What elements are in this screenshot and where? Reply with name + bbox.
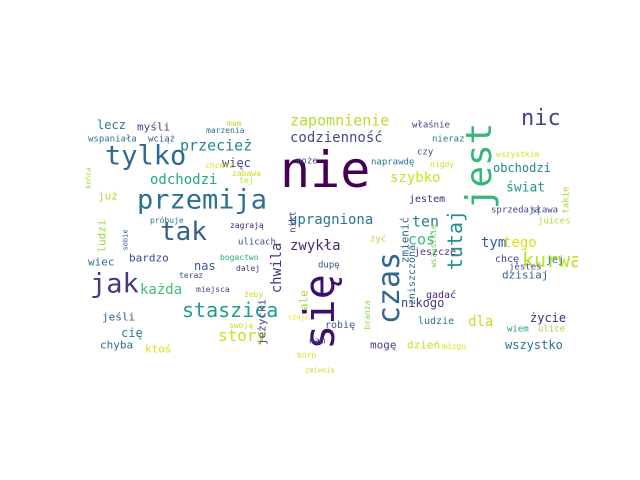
word: dzień	[407, 338, 441, 352]
word: życie	[530, 311, 567, 325]
word: wspaniała	[88, 134, 137, 145]
word: wszystko	[505, 338, 563, 352]
word: tego	[503, 235, 537, 251]
word: chwila	[269, 242, 285, 294]
word: myśli	[137, 120, 171, 134]
word: może	[296, 156, 318, 167]
word: ulicach	[238, 237, 276, 248]
word: każda	[140, 282, 183, 298]
word: tylko	[105, 140, 187, 172]
word: dupę	[318, 260, 340, 271]
word: nieraz	[432, 134, 465, 145]
word: zwykła	[290, 238, 341, 254]
word: sprzedają	[491, 205, 540, 216]
word: nic	[521, 106, 561, 131]
word: tak	[160, 217, 207, 247]
word: ulice	[538, 324, 566, 335]
word: żeby	[244, 290, 264, 299]
word: dzisiaj	[502, 268, 549, 282]
word: mogę	[370, 338, 397, 352]
word: staszica	[182, 298, 279, 322]
word: branża	[363, 300, 372, 330]
word: codzienność	[290, 130, 383, 146]
word: lecz	[97, 118, 126, 132]
word: końca	[84, 167, 93, 189]
word: przemija	[137, 184, 268, 216]
word: robię	[325, 320, 356, 331]
word: born	[297, 351, 317, 360]
word: wszystkie	[429, 224, 438, 268]
word: ten	[412, 212, 440, 231]
word: gadać	[426, 290, 457, 301]
word: swoją	[229, 321, 254, 330]
word: nikt	[288, 211, 299, 233]
word: więc	[222, 156, 251, 170]
word: sława	[531, 205, 559, 216]
word: czy	[417, 147, 434, 158]
word: szybko	[390, 170, 441, 186]
word: już	[98, 189, 118, 203]
word: chyba	[100, 338, 134, 352]
word: nas	[194, 259, 216, 273]
word: chcesz	[205, 161, 234, 170]
word: jeżycki	[255, 298, 269, 346]
word: świat	[506, 180, 546, 196]
word: nigdy	[430, 160, 455, 169]
word: upragniona	[289, 212, 374, 228]
word: story	[218, 326, 267, 345]
word: wszystkim	[496, 150, 540, 159]
word: sobie	[121, 229, 130, 251]
word: nie	[280, 141, 371, 199]
word: ktoś	[145, 342, 172, 356]
word: tutaj	[443, 209, 467, 271]
word: ludzie	[418, 316, 455, 327]
word: takie	[561, 186, 572, 214]
word: wiem	[507, 324, 529, 335]
word: zapomnienie	[290, 111, 390, 130]
word: bogactwo	[220, 253, 259, 262]
word: dla	[468, 314, 494, 330]
word: bardzo	[129, 251, 169, 265]
word: jestem	[409, 194, 446, 205]
word: dalej	[236, 264, 261, 273]
word: nikogo	[401, 296, 445, 310]
word: obchodzi	[493, 161, 551, 175]
word: wiec	[88, 255, 115, 269]
word: tym	[481, 235, 507, 251]
word: nam	[309, 336, 326, 347]
word: jeszcze	[414, 247, 457, 258]
word: czuje	[288, 313, 310, 322]
word: próbuje	[150, 216, 184, 225]
word: naprawdę	[371, 157, 415, 168]
word: żyć	[370, 234, 387, 245]
word: właśnie	[412, 120, 450, 131]
word: jak	[90, 268, 139, 300]
word: marzenia	[206, 126, 245, 135]
word: jej	[546, 255, 565, 266]
word: jeśli	[102, 310, 136, 324]
word: ale	[297, 290, 311, 310]
word: wciąż	[148, 134, 176, 145]
word: teraz	[179, 271, 204, 280]
word: przecież	[180, 136, 253, 155]
word: juices	[538, 216, 571, 227]
word: jesteś	[509, 262, 542, 273]
word: ludzi	[95, 219, 109, 253]
word: miejsca	[196, 285, 230, 294]
word: zniszczona	[407, 244, 418, 306]
word-cloud: nie się jest czas tylko przemija tak jak…	[82, 102, 578, 374]
word: zagrają	[230, 221, 264, 230]
word: odchodzi	[150, 172, 218, 188]
word: coś	[408, 230, 436, 249]
word: cię	[121, 326, 143, 340]
word: chcę	[495, 254, 520, 265]
word: zmienia	[305, 366, 335, 374]
word: mam	[227, 119, 242, 128]
word: zabawa	[232, 169, 261, 178]
word: tej	[239, 176, 254, 185]
word: mózgu	[442, 342, 467, 351]
word: kurwa	[522, 248, 578, 272]
